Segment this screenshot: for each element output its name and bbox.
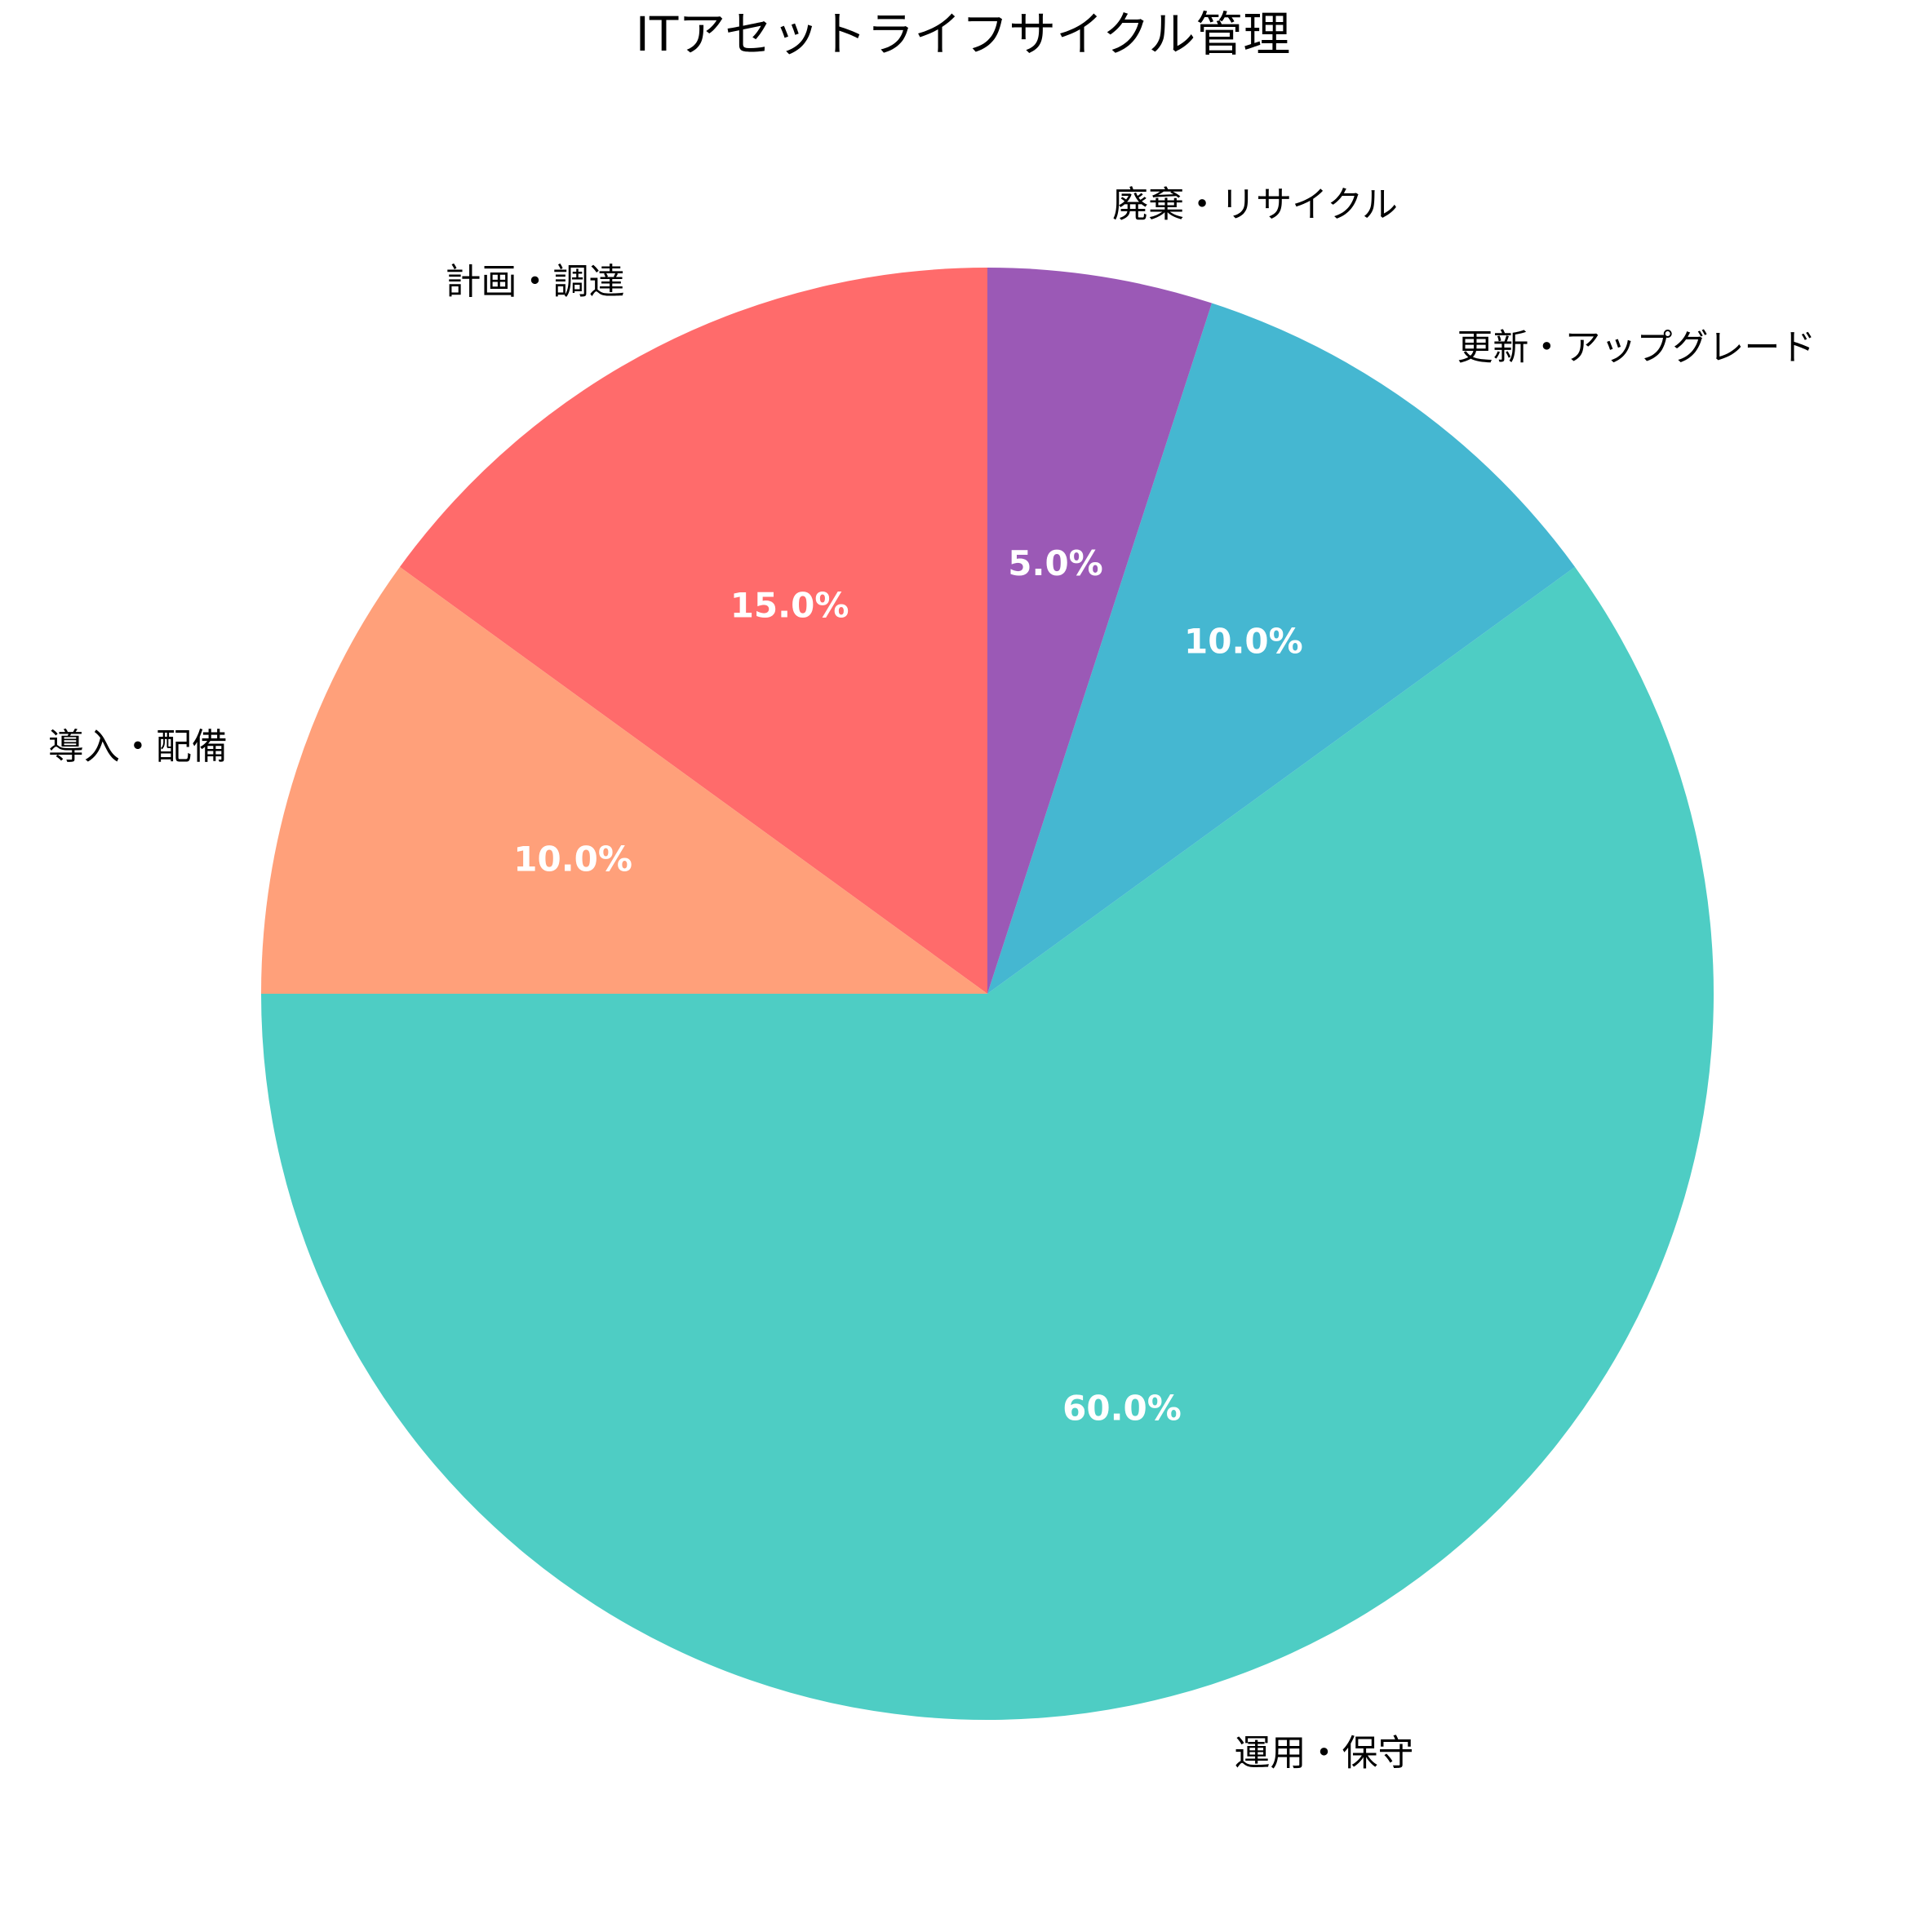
pie-slice-3 [987, 303, 1576, 994]
slice-category-label: 廃棄・リサイクル [1112, 184, 1398, 226]
slice-category-label: 運用・保守 [1235, 1733, 1414, 1775]
slice-percentage-label: 5.0% [1008, 543, 1102, 583]
slice-category-label: 更新・アップグレード [1457, 326, 1816, 368]
pie-slice-1 [261, 566, 987, 994]
pie-slice-4 [987, 268, 1213, 994]
slice-percentage-label: 10.0% [1184, 621, 1303, 661]
pie-slice-0 [399, 268, 988, 994]
slice-percentage-label: 60.0% [1062, 1388, 1182, 1428]
chart-title: ITアセットライフサイクル管理 [636, 7, 1290, 62]
pie-slice-2 [261, 566, 1714, 1721]
slice-category-label: 導入・配備 [48, 726, 228, 768]
slice-percentage-label: 15.0% [730, 586, 849, 626]
slice-percentage-label: 10.0% [513, 839, 632, 879]
slice-category-label: 計画・調達 [446, 261, 625, 303]
percentage-labels: 15.0% 10.0% 60.0% 10.0% 5.0% [513, 543, 1302, 1428]
pie-slices [261, 268, 1714, 1721]
